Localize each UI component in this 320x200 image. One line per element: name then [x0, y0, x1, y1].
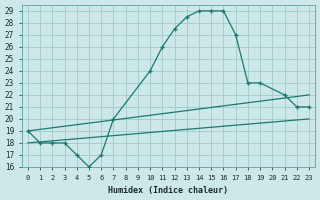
X-axis label: Humidex (Indice chaleur): Humidex (Indice chaleur) — [108, 186, 228, 195]
